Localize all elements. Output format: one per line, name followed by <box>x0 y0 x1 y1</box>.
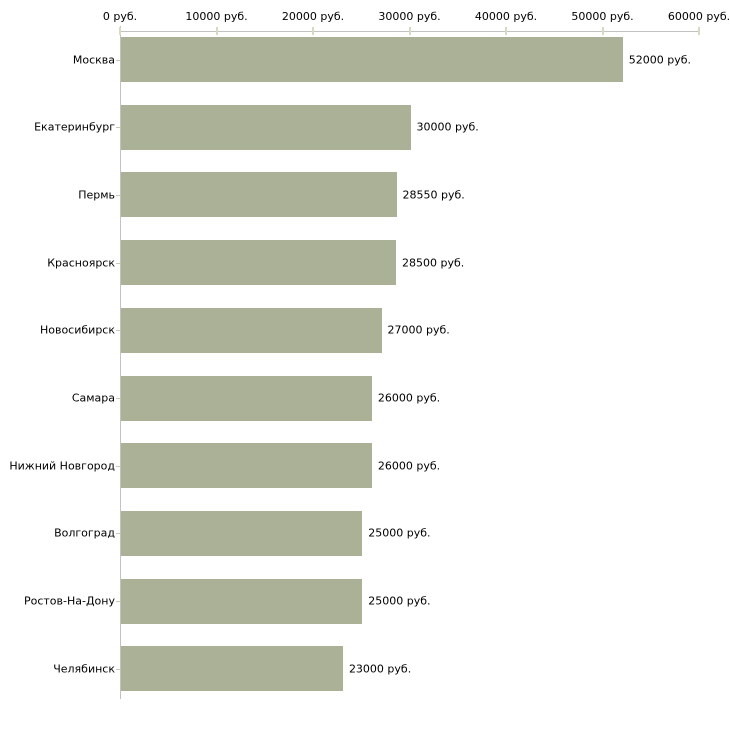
bar <box>121 172 397 218</box>
bar <box>121 510 363 556</box>
value-label: 26000 руб. <box>377 459 441 473</box>
category-label: Пермь <box>78 188 115 202</box>
bar <box>121 578 363 624</box>
x-axis-tick <box>408 27 411 35</box>
y-axis-line <box>120 26 121 699</box>
category-label: Новосибирск <box>39 323 115 337</box>
category-tick <box>116 398 120 399</box>
value-label: 25000 руб. <box>368 526 431 540</box>
category-label: Екатеринбург <box>34 120 115 134</box>
x-axis-tick <box>698 27 700 35</box>
value-label: 30000 руб. <box>416 120 479 134</box>
bar <box>121 375 372 421</box>
x-axis-tick-label: 60000 руб. <box>667 10 730 23</box>
category-label: Челябинск <box>53 662 115 676</box>
x-axis-tick-label: 50000 руб. <box>571 10 634 23</box>
x-axis-tick-label: 20000 руб. <box>281 10 345 23</box>
value-label: 23000 руб. <box>348 662 412 676</box>
category-tick <box>116 465 120 467</box>
category-tick <box>116 262 120 264</box>
value-label: 27000 руб. <box>387 323 450 337</box>
x-axis-tick-label: 0 руб. <box>102 10 138 23</box>
bar <box>121 646 343 692</box>
category-label: Москва <box>72 53 115 66</box>
category-tick <box>116 194 120 196</box>
value-label: 52000 руб. <box>628 53 692 66</box>
category-tick <box>116 59 120 61</box>
value-label: 26000 руб. <box>377 391 441 405</box>
bar <box>121 104 411 150</box>
bar <box>121 307 382 353</box>
category-label: Волгоград <box>54 526 115 540</box>
x-axis-tick <box>601 27 604 35</box>
value-label: 28550 руб. <box>402 188 465 202</box>
category-label: Красноярск <box>47 256 115 270</box>
x-axis-tick-label: 30000 руб. <box>378 10 441 23</box>
value-label: 28500 руб. <box>402 256 465 270</box>
x-axis-tick <box>312 27 314 35</box>
bar <box>121 240 397 286</box>
x-axis-tick-label: 40000 руб. <box>474 10 538 23</box>
category-label: Самара <box>71 391 115 405</box>
x-axis-tick <box>215 27 218 35</box>
x-axis-tick <box>119 27 121 35</box>
x-axis-tick <box>505 27 507 35</box>
category-label: Ростов-На-Дону <box>23 594 115 608</box>
category-label: Нижний Новгород <box>9 459 115 473</box>
value-label: 25000 руб. <box>368 594 431 608</box>
category-tick <box>116 533 120 535</box>
category-tick <box>116 668 120 670</box>
category-tick <box>116 127 120 129</box>
bar <box>121 443 372 489</box>
bar <box>121 37 623 82</box>
category-tick <box>116 330 120 332</box>
x-axis-tick-label: 10000 руб. <box>185 10 248 23</box>
category-tick <box>116 601 120 603</box>
